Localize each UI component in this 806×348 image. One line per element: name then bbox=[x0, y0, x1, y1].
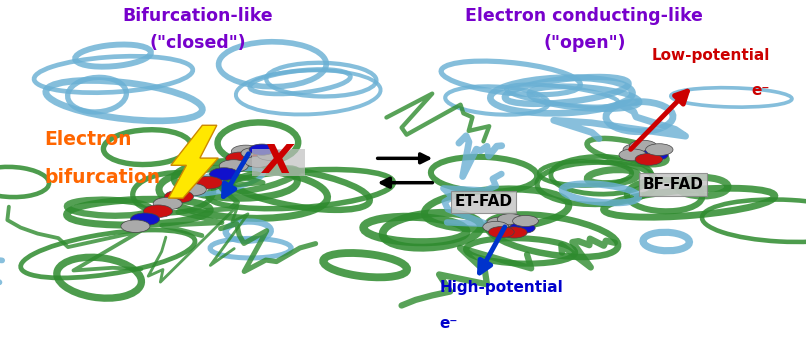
Circle shape bbox=[639, 144, 667, 156]
Text: Bifurcation-like: Bifurcation-like bbox=[123, 7, 272, 25]
Circle shape bbox=[249, 144, 275, 155]
Circle shape bbox=[641, 149, 668, 161]
Circle shape bbox=[131, 213, 160, 226]
Text: e⁻: e⁻ bbox=[439, 316, 458, 331]
Text: bifurcation: bifurcation bbox=[44, 168, 160, 187]
Circle shape bbox=[635, 153, 663, 165]
Circle shape bbox=[245, 156, 271, 167]
Text: High-potential: High-potential bbox=[439, 279, 563, 295]
Circle shape bbox=[487, 217, 513, 228]
Text: Electron: Electron bbox=[44, 130, 132, 149]
Circle shape bbox=[509, 222, 535, 234]
Circle shape bbox=[231, 145, 260, 158]
Circle shape bbox=[513, 215, 538, 227]
Text: ("open"): ("open") bbox=[543, 34, 625, 53]
Text: BF-FAD: BF-FAD bbox=[642, 177, 704, 192]
Circle shape bbox=[251, 152, 277, 163]
Circle shape bbox=[629, 140, 657, 152]
Circle shape bbox=[496, 222, 522, 234]
Text: Low-potential: Low-potential bbox=[651, 48, 770, 63]
Circle shape bbox=[501, 227, 527, 238]
Circle shape bbox=[241, 148, 267, 159]
Circle shape bbox=[488, 227, 514, 238]
Circle shape bbox=[153, 197, 182, 210]
Circle shape bbox=[164, 190, 193, 203]
Circle shape bbox=[219, 160, 248, 172]
Circle shape bbox=[177, 183, 206, 196]
Circle shape bbox=[623, 144, 650, 156]
Circle shape bbox=[507, 218, 533, 229]
Circle shape bbox=[497, 214, 523, 225]
Text: ET-FAD: ET-FAD bbox=[455, 194, 513, 209]
Text: ("closed"): ("closed") bbox=[149, 34, 246, 53]
Circle shape bbox=[483, 221, 509, 232]
Text: X: X bbox=[263, 143, 293, 181]
Circle shape bbox=[257, 149, 283, 160]
Text: e⁻: e⁻ bbox=[751, 83, 770, 98]
FancyBboxPatch shape bbox=[252, 149, 305, 176]
Circle shape bbox=[193, 176, 222, 189]
Text: Electron conducting-like: Electron conducting-like bbox=[465, 7, 704, 25]
Circle shape bbox=[226, 152, 255, 165]
Circle shape bbox=[143, 205, 172, 218]
Circle shape bbox=[121, 220, 150, 232]
Circle shape bbox=[646, 144, 673, 156]
Circle shape bbox=[210, 168, 239, 180]
Circle shape bbox=[631, 149, 659, 161]
Polygon shape bbox=[168, 125, 218, 198]
Circle shape bbox=[619, 149, 646, 161]
